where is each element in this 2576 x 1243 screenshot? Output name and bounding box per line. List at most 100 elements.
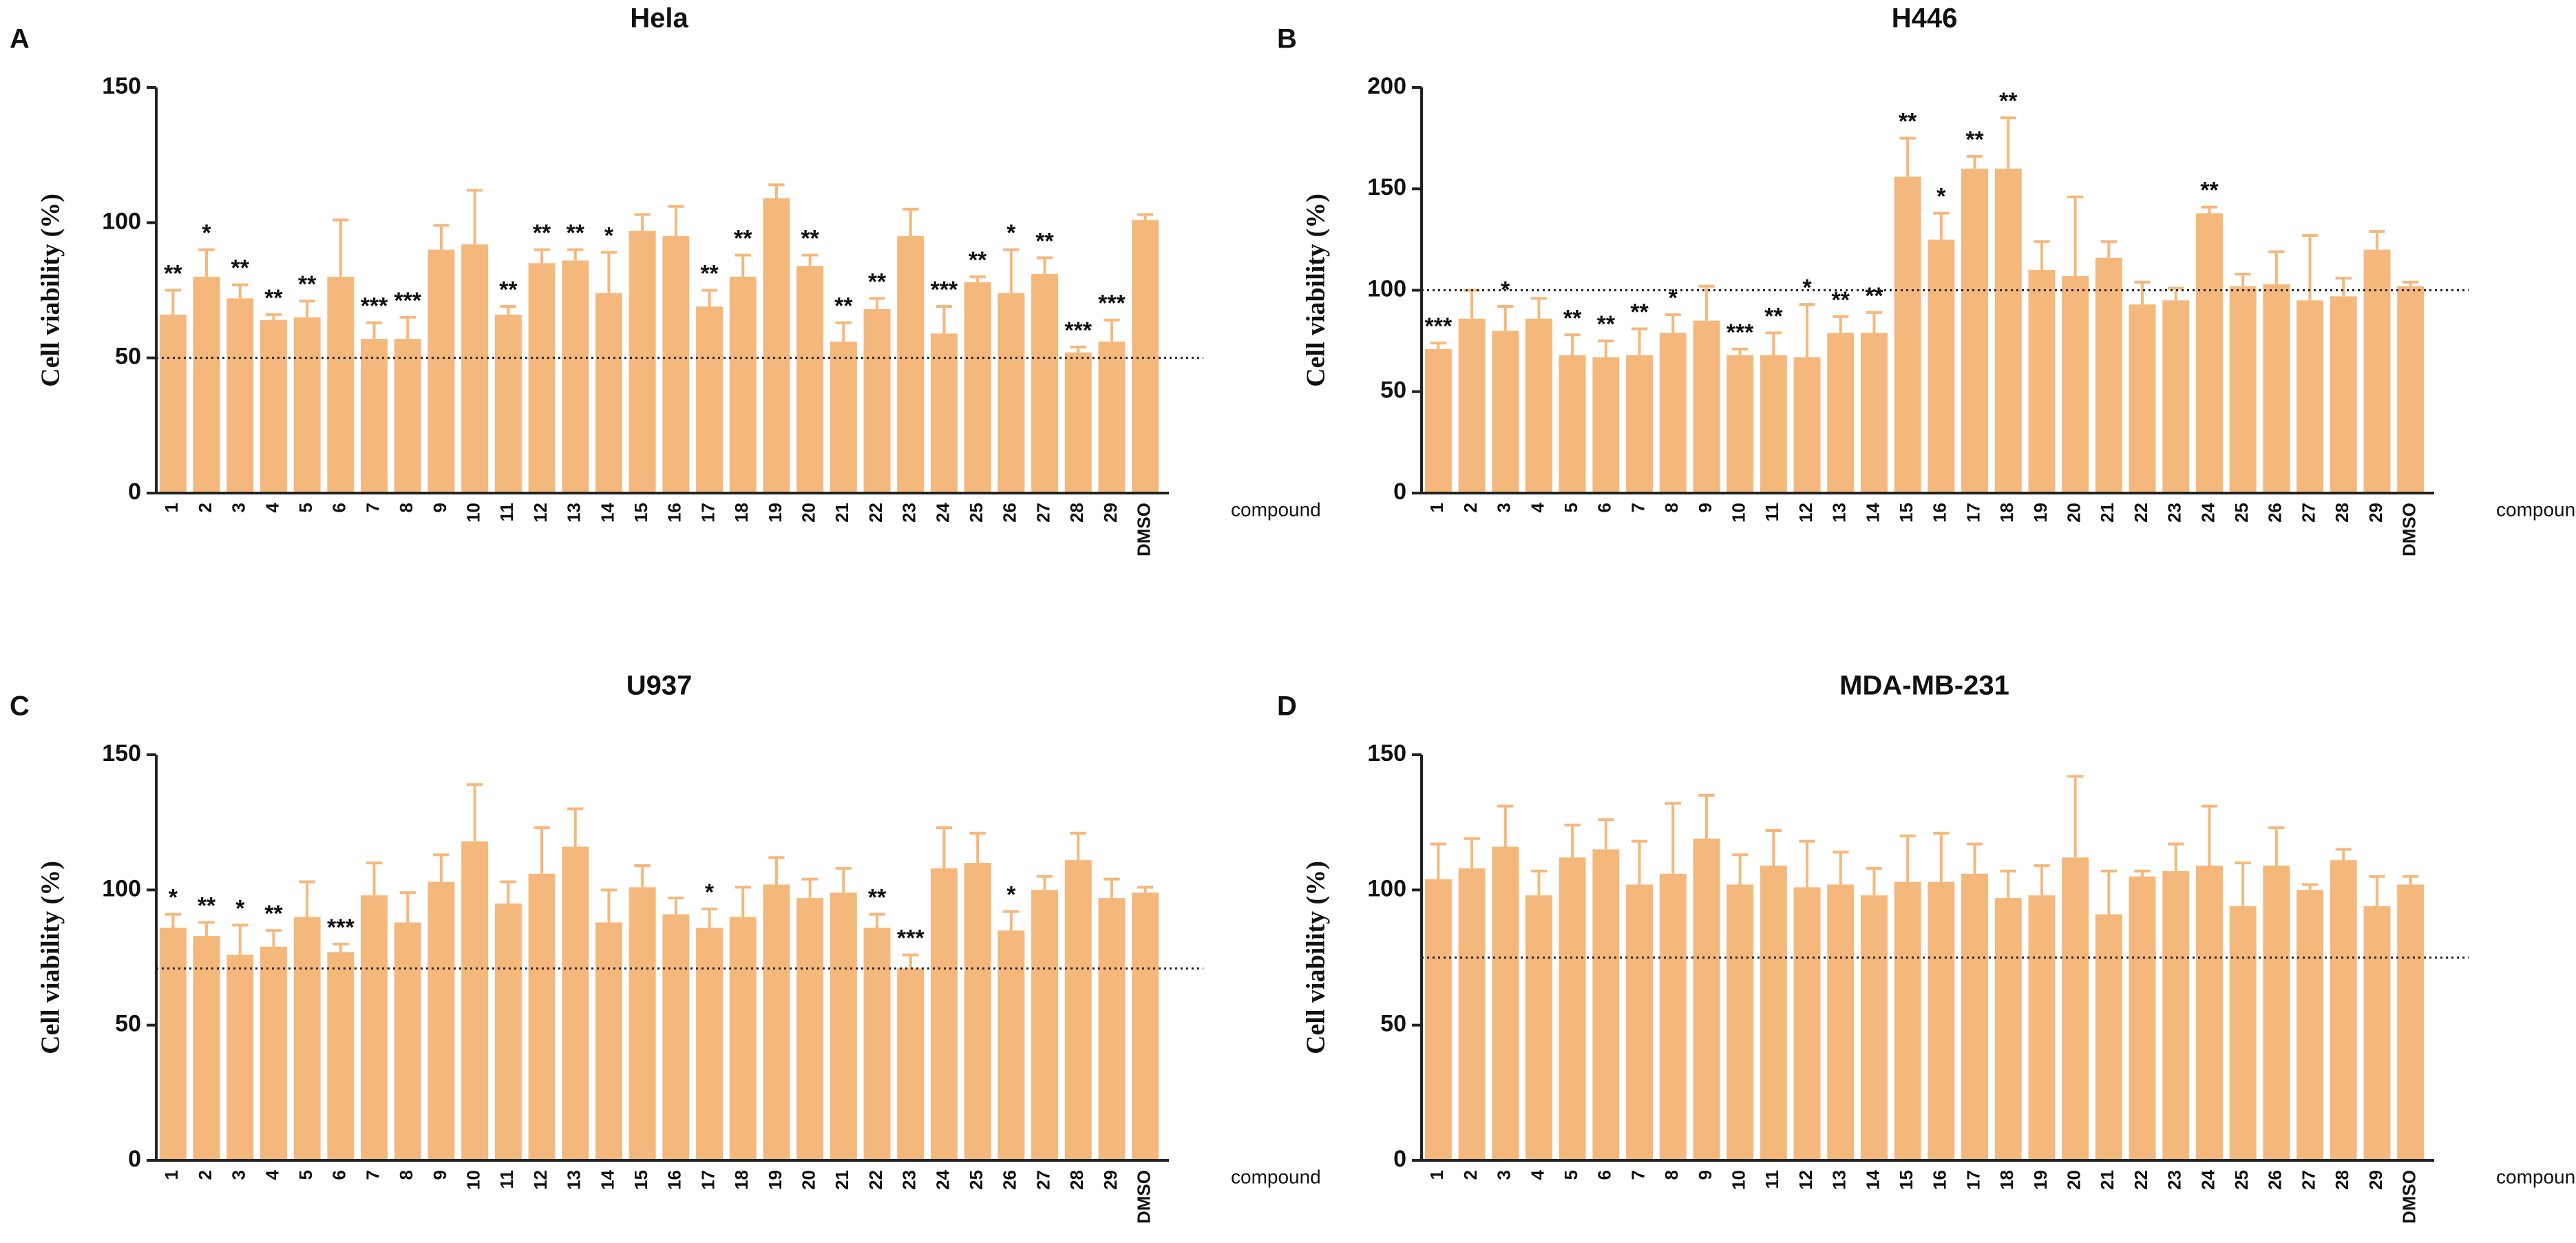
bar	[930, 868, 958, 1160]
error-bar	[1631, 839, 1648, 885]
panel-label: B	[1277, 24, 1297, 54]
bar	[528, 873, 556, 1160]
bar	[1525, 318, 1552, 493]
x-tick-label: 19	[2030, 503, 2051, 523]
error-bar	[534, 248, 550, 264]
error-bar	[1765, 331, 1782, 355]
x-tick-label: 23	[899, 503, 920, 523]
y-tick-label: 0	[128, 479, 141, 505]
significance-label: ***	[327, 915, 355, 941]
bar	[361, 339, 388, 493]
bar	[729, 276, 757, 493]
significance-label: **	[1764, 303, 1783, 329]
error-bar	[299, 880, 315, 917]
error-bar	[2067, 196, 2084, 276]
x-tick-label: 13	[1829, 503, 1850, 523]
bar	[1132, 220, 1159, 493]
error-bar	[1866, 866, 1883, 896]
error-bar	[735, 886, 751, 917]
y-axis-label: Cell viability (%)	[36, 194, 65, 387]
bar	[427, 249, 455, 493]
x-axis-label: compound	[1231, 499, 1321, 520]
x-tick-label: DMSO	[2399, 1170, 2420, 1224]
bar	[2028, 895, 2056, 1160]
bar	[1031, 273, 1059, 493]
x-tick-label: 16	[664, 503, 685, 523]
x-tick-label: 10	[1729, 503, 1749, 523]
bar	[629, 231, 656, 493]
significance-label: *	[1006, 220, 1016, 247]
chart-title: U937	[626, 671, 693, 701]
error-bar	[299, 300, 315, 317]
x-axis-label: compound	[2496, 1166, 2576, 1187]
error-bar	[2402, 280, 2419, 286]
bar	[2397, 286, 2425, 493]
significance-label: ***	[1098, 291, 1126, 317]
chart-title: Hela	[630, 3, 688, 34]
bar	[1693, 320, 1720, 493]
significance-label: **	[868, 885, 887, 911]
error-bar	[1530, 869, 1548, 896]
y-axis-label: Cell viability (%)	[36, 861, 65, 1054]
bar	[1098, 898, 1126, 1160]
bar	[2297, 300, 2324, 493]
bar	[763, 884, 790, 1160]
error-bar	[2034, 240, 2050, 271]
error-bar	[2168, 842, 2184, 871]
significance-label: **	[1035, 228, 1054, 254]
x-tick-label: 17	[697, 503, 718, 523]
significance-label: **	[1597, 311, 1616, 337]
x-tick-label: 15	[631, 1170, 651, 1190]
error-bar	[1104, 318, 1120, 342]
error-bar	[500, 880, 517, 903]
bar	[830, 342, 857, 493]
bar	[1793, 887, 1821, 1160]
bar	[226, 298, 254, 493]
bar	[1659, 873, 1687, 1160]
y-tick-label: 50	[1380, 377, 1406, 404]
x-tick-label: 13	[564, 1170, 584, 1190]
error-bar	[2268, 250, 2285, 284]
significance-label: ***	[361, 293, 388, 320]
error-bar	[1833, 850, 1849, 885]
bar	[1827, 333, 1855, 493]
error-bar	[600, 251, 617, 293]
bar	[2330, 860, 2357, 1160]
x-tick-label: 29	[2365, 503, 2386, 523]
bar	[2263, 284, 2290, 493]
x-tick-label: 17	[697, 1170, 718, 1190]
x-tick-label: 27	[1033, 1170, 1053, 1190]
error-bar	[2000, 869, 2016, 899]
bar	[595, 293, 622, 493]
error-bar	[1899, 834, 1916, 882]
x-tick-label: 13	[564, 503, 584, 523]
x-tick-label: 2	[1460, 503, 1481, 512]
error-bar	[936, 826, 953, 868]
x-tick-label: 2	[195, 1170, 215, 1180]
bar	[897, 968, 925, 1160]
bar	[461, 841, 489, 1160]
y-axis-label: Cell viability (%)	[1302, 194, 1331, 387]
x-tick-label: 21	[832, 503, 852, 523]
significance-label: *	[169, 885, 178, 911]
error-bar	[1899, 136, 1916, 177]
y-tick-label: 200	[1367, 73, 1406, 99]
bar	[796, 898, 824, 1160]
error-bar	[634, 864, 651, 888]
x-tick-label: DMSO	[1134, 1170, 1154, 1224]
error-bar	[768, 856, 785, 885]
x-tick-label: 2	[1460, 1170, 1481, 1180]
x-tick-label: 3	[229, 1170, 249, 1180]
x-tick-label: 10	[463, 1170, 484, 1190]
bar	[1064, 352, 1092, 493]
bar	[494, 314, 522, 493]
significance-label: **	[969, 247, 987, 273]
bar	[1525, 895, 1552, 1160]
bar	[494, 903, 522, 1160]
bar	[1894, 176, 1921, 493]
error-bar	[332, 218, 349, 277]
bar	[1994, 898, 2022, 1160]
y-tick-label: 100	[102, 875, 141, 901]
significance-label: *	[235, 895, 245, 921]
bar	[2062, 275, 2089, 493]
